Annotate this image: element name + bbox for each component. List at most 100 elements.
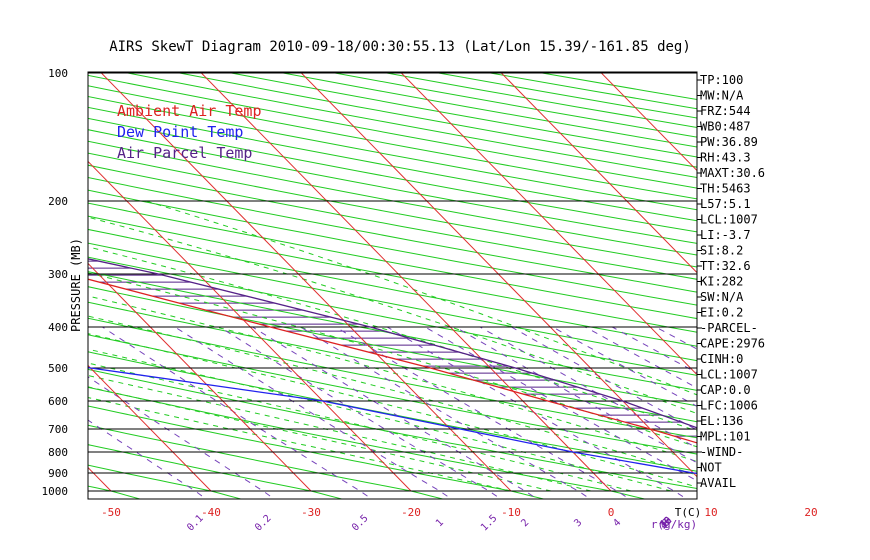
pressure-tick-label: 300 (48, 268, 68, 281)
index-label: CINH:0 (700, 352, 743, 366)
dry-adiabat-line (88, 301, 697, 423)
index-label: L57:5.1 (700, 197, 751, 211)
dry-adiabat-line (88, 152, 697, 268)
index-label: EI:0.2 (700, 306, 743, 320)
mixing-ratio-line (386, 326, 688, 499)
mixing-ratio-line (335, 326, 631, 499)
mixing-ratio-label: 0.2 (253, 513, 274, 534)
bottom-temp-tick-label: 20 (804, 506, 817, 519)
y-axis-label: PRESSURE (MB) (69, 238, 83, 332)
mixing-ratio-label: 3 (572, 517, 584, 529)
index-label: TT:32.6 (700, 259, 751, 273)
dry-adiabat-line (88, 202, 697, 320)
index-label: -PARCEL- (700, 321, 758, 335)
isotherm-line (88, 262, 312, 492)
chart-title: AIRS SkewT Diagram 2010-09-18/00:30:55.1… (109, 39, 691, 55)
bottom-temp-tick-label: 0 (608, 506, 615, 519)
x-axis-label: T(C) (675, 506, 702, 519)
index-label: CAP:0.0 (700, 383, 751, 397)
legend-item: Air Parcel Temp (117, 144, 252, 162)
legend-item: Ambient Air Temp (117, 102, 262, 120)
mixing-ratio-label: 4 (611, 517, 623, 529)
isotherm-line (0, 0, 11, 491)
index-label: MW:N/A (700, 89, 744, 103)
isotherm-line (299, 72, 697, 478)
isotherm-line (99, 72, 512, 492)
index-label: KI:282 (700, 275, 743, 289)
index-label: PW:36.89 (700, 135, 758, 149)
mixing-ratio-line (300, 326, 592, 499)
moist-adiabat-line (88, 333, 697, 488)
mixing-ratio-line (88, 419, 207, 499)
pressure-tick-label: 400 (48, 321, 68, 334)
mixing-ratio-label: 2 (519, 517, 531, 529)
isotherm-line (88, 160, 412, 492)
series-line-dew-point-temp (88, 366, 697, 475)
bottom-temp-tick-label: -40 (201, 506, 221, 519)
index-label: SW:N/A (700, 290, 744, 304)
index-label: FRZ:544 (700, 104, 751, 118)
bottom-temp-tick-label: -30 (301, 506, 321, 519)
legend-item: Dew Point Temp (117, 123, 243, 141)
index-label: -WIND- (700, 445, 743, 459)
pressure-tick-label: 1000 (42, 485, 69, 498)
bottom-temp-tick-label: -10 (501, 506, 521, 519)
series-line-ambient-air-temp (88, 278, 697, 444)
dry-adiabat-line (88, 176, 697, 293)
mixing-ratio-line (252, 326, 539, 499)
pressure-tick-label: 900 (48, 467, 68, 480)
mixing-ratio-line (219, 326, 502, 499)
moist-adiabat-line (88, 397, 512, 492)
pressure-tick-label: 700 (48, 423, 68, 436)
isotherm-line (88, 364, 212, 492)
index-label: LCL:1007 (700, 368, 758, 382)
mixing-ratio-label: 1 (434, 517, 446, 529)
index-label: AVAIL (700, 476, 736, 490)
index-label: WB0:487 (700, 120, 751, 134)
dry-adiabat-line (88, 286, 697, 407)
index-label: MAXT:30.6 (700, 166, 765, 180)
isotherm-line (199, 72, 612, 492)
mixing-ratio-line (511, 326, 697, 431)
moist-adiabat-line (88, 362, 632, 492)
index-label: MPL:101 (700, 430, 751, 444)
dry-adiabat-line (88, 424, 445, 499)
index-label: LCL:1007 (700, 213, 758, 227)
pressure-tick-label: 100 (48, 67, 68, 80)
moist-adiabat-line (88, 295, 697, 462)
bottom-temp-tick-label: -50 (101, 506, 121, 519)
dry-adiabat-line (88, 271, 697, 391)
mixing-ratio-line (174, 326, 453, 499)
mixing-ratio-label: 1.5 (479, 513, 500, 534)
pressure-tick-label: 200 (48, 195, 68, 208)
index-label: LFC:1006 (700, 399, 758, 413)
dry-adiabat-line (88, 334, 697, 455)
dry-adiabat-line (0, 0, 53, 503)
pressure-tick-label: 800 (48, 446, 68, 459)
dry-adiabat-line (88, 444, 344, 499)
dry-adiabat-line (88, 95, 697, 211)
dry-adiabat-line (88, 351, 697, 472)
dry-adiabat-line (88, 129, 697, 244)
isotherm-line (499, 72, 697, 274)
index-label: SI:8.2 (700, 244, 743, 258)
bottom-temp-tick-label: 10 (704, 506, 717, 519)
bottom-temp-tick-label: -20 (401, 506, 421, 519)
dry-adiabat-line (88, 164, 697, 280)
index-label: NOT (700, 461, 722, 475)
mixing-ratio-line (88, 376, 276, 499)
dry-adiabat-line (88, 140, 697, 256)
index-label: TP:100 (700, 73, 743, 87)
dry-adiabat-line (88, 189, 697, 306)
mixing-ratio-line (552, 326, 697, 407)
index-label: LI:-3.7 (700, 228, 751, 242)
dry-adiabat-line (88, 386, 647, 499)
index-label: TH:5463 (700, 182, 751, 196)
dry-adiabat-line (88, 117, 697, 233)
plot-frame (87, 71, 698, 500)
mixing-ratio-line (655, 326, 697, 350)
dry-adiabat-line (88, 464, 243, 499)
dry-adiabat-line (88, 405, 546, 499)
isotherm-line (399, 72, 697, 376)
